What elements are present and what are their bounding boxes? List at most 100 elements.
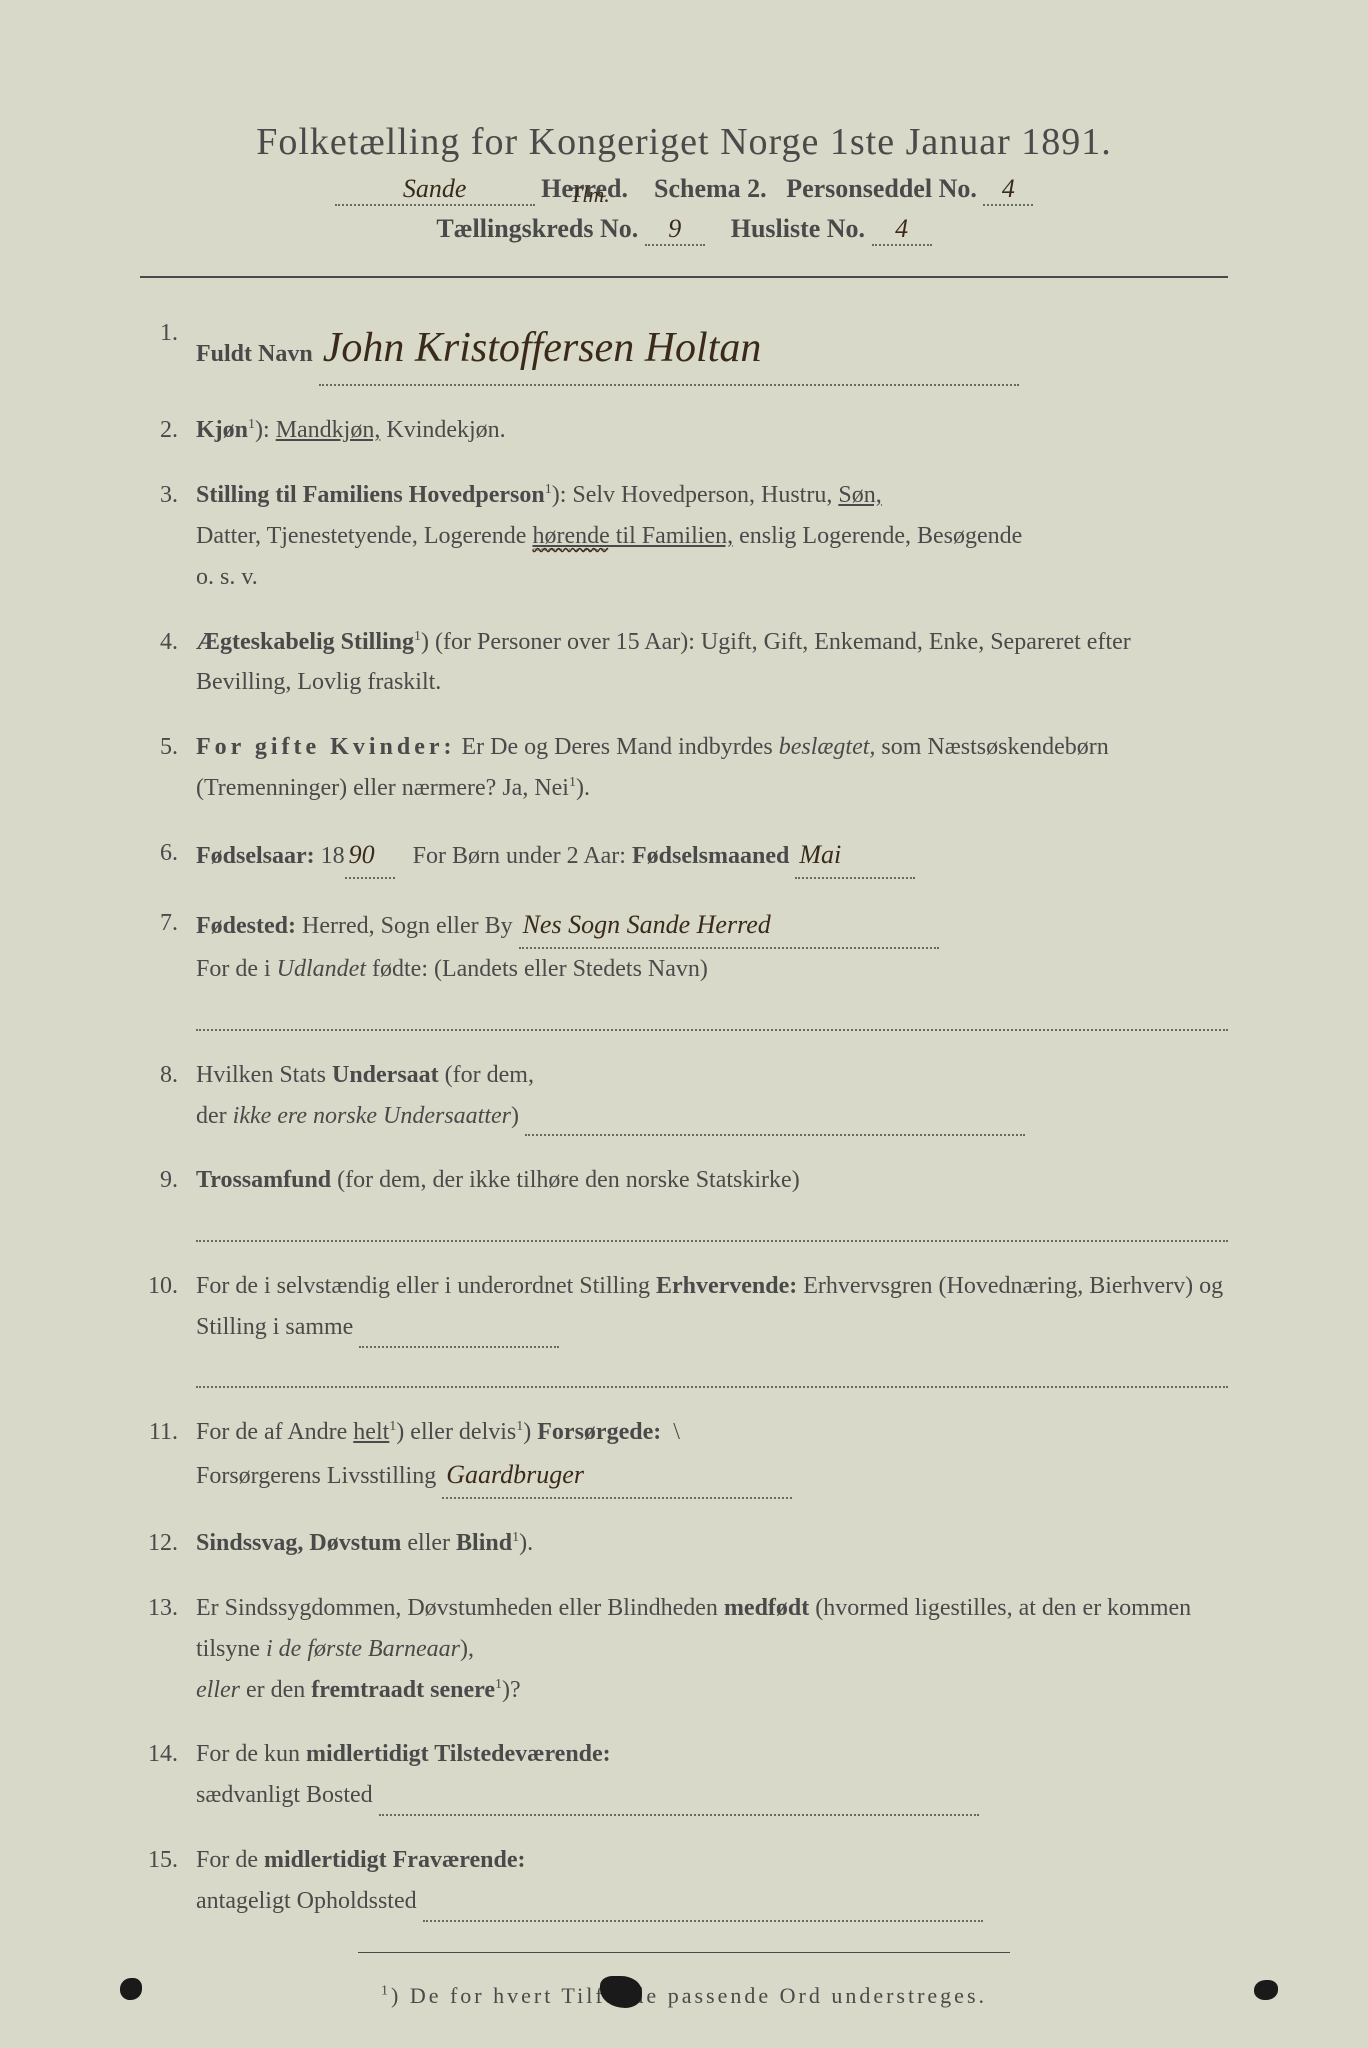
item-8-blank xyxy=(525,1118,1025,1136)
item-11-value: Gaardbruger xyxy=(446,1453,584,1497)
item-10-blank1 xyxy=(359,1330,559,1348)
ink-blot-3 xyxy=(1254,1980,1278,2000)
item-2: 2. Kjøn1): Mandkjøn, Kvindekjøn. xyxy=(140,410,1228,451)
item-13-label: medfødt xyxy=(724,1595,809,1621)
item-15-text1: For de xyxy=(196,1847,258,1873)
footnote-text: De for hvert Tilfælde passende Ord under… xyxy=(410,1983,987,2008)
item-15-label: midlertidigt Fraværende: xyxy=(264,1847,526,1873)
item-11-sup2: 1 xyxy=(516,1419,523,1434)
item-1: 1. Fuldt Navn John Kristoffersen Holtan xyxy=(140,313,1228,386)
item-6-text2: For Børn under 2 Aar: xyxy=(413,843,626,869)
item-3-num: 3. xyxy=(140,475,196,597)
item-12: 12. Sindssvag, Døvstum eller Blind1). xyxy=(140,1523,1228,1564)
item-5-sup: 1 xyxy=(569,775,576,790)
item-3: 3. Stilling til Familiens Hovedperson1):… xyxy=(140,475,1228,597)
item-13-italic1: i de første Barneaar xyxy=(266,1636,460,1662)
item-6-label2: Fødselsmaaned xyxy=(632,843,789,869)
item-9: 9. Trossamfund (for dem, der ikke tilhør… xyxy=(140,1160,1228,1242)
item-3-label: Stilling til Familiens Hovedperson xyxy=(196,482,545,508)
item-14-text2: sædvanligt Bosted xyxy=(196,1782,373,1808)
item-11-text3: Forsørgerens Livsstilling xyxy=(196,1463,436,1489)
item-12-sup: 1 xyxy=(512,1530,519,1545)
item-1-label: Fuldt Navn xyxy=(196,341,313,367)
item-3-son: Søn, xyxy=(838,482,881,508)
item-8-text2: (for dem, xyxy=(445,1062,534,1088)
item-6-prefix: 18 xyxy=(321,843,345,869)
item-5-text: Er De og Deres Mand indbyrdes xyxy=(462,734,773,760)
item-11: 11. For de af Andre helt1) eller delvis1… xyxy=(140,1412,1228,1499)
item-9-num: 9. xyxy=(140,1160,196,1242)
item-4: 4. Ægteskabelig Stilling1) (for Personer… xyxy=(140,622,1228,704)
item-2-label: Kjøn xyxy=(196,417,248,443)
divider-bottom xyxy=(358,1952,1011,1953)
item-15-blank xyxy=(423,1904,983,1922)
item-8-text1: Hvilken Stats xyxy=(196,1062,326,1088)
item-15-num: 15. xyxy=(140,1840,196,1922)
item-13-text4: er den xyxy=(246,1677,305,1703)
item-8-num: 8. xyxy=(140,1055,196,1137)
item-14-num: 14. xyxy=(140,1734,196,1816)
item-3-text2: Datter, Tjenestetyende, Logerende xyxy=(196,523,532,549)
item-2-opt1: Mandkjøn, xyxy=(276,417,381,443)
header-line-2: Sande Herred. Schema 2. Personseddel No.… xyxy=(140,174,1228,206)
herred-value: Sande xyxy=(403,174,467,204)
item-6-year: 90 xyxy=(349,833,375,877)
item-5-num: 5. xyxy=(140,727,196,809)
header-line-3: Tællingskreds No. 9 Husliste No. 4 xyxy=(140,214,1228,246)
item-9-blank xyxy=(196,1224,1228,1242)
item-13-label2: fremtraadt senere xyxy=(311,1677,495,1703)
item-7: 7. Fødested: Herred, Sogn eller By Nes S… xyxy=(140,903,1228,1031)
item-10-num: 10. xyxy=(140,1266,196,1388)
footnote: 1) De for hvert Tilfælde passende Ord un… xyxy=(140,1983,1228,2009)
item-6: 6. Fødselsaar: 1890 For Børn under 2 Aar… xyxy=(140,833,1228,879)
item-11-label: Forsørgede: xyxy=(537,1419,661,1445)
divider-top xyxy=(140,276,1228,278)
item-13-text3: ), xyxy=(460,1636,474,1662)
item-7-italic1: Udlandet xyxy=(277,956,366,982)
item-2-sup: 1 xyxy=(248,417,255,432)
item-11-text2: eller delvis xyxy=(410,1419,516,1445)
item-12-label2: Blind xyxy=(456,1530,512,1556)
item-8-italic1: ikke ere norske Undersaatter xyxy=(233,1103,511,1129)
item-3-text3: enslig Logerende, Besøgende xyxy=(739,523,1022,549)
item-15-text2: antageligt Opholdssted xyxy=(196,1888,417,1914)
census-title: Folketælling for Kongeriget Norge 1ste J… xyxy=(140,120,1228,164)
item-12-num: 12. xyxy=(140,1523,196,1564)
item-6-month: Mai xyxy=(799,833,841,877)
item-3-sup: 1 xyxy=(545,482,552,497)
item-7-text3: fødte: (Landets eller Stedets Navn) xyxy=(372,956,708,982)
footnote-sup: 1 xyxy=(381,1983,391,1998)
item-4-num: 4. xyxy=(140,622,196,704)
item-7-blank-line xyxy=(196,1013,1228,1031)
item-7-text: Herred, Sogn eller By xyxy=(302,913,513,939)
item-1-num: 1. xyxy=(140,313,196,386)
item-14-blank xyxy=(379,1798,979,1816)
item-6-label: Fødselsaar: xyxy=(196,843,315,869)
ink-blot-1 xyxy=(120,1978,142,2000)
item-10-text1: For de i selvstændig eller i underordnet… xyxy=(196,1273,650,1299)
tlm-annotation: Tlm. xyxy=(570,182,610,208)
item-13-italic2: eller xyxy=(196,1677,240,1703)
item-13-sup: 1 xyxy=(495,1677,502,1692)
item-4-sup: 1 xyxy=(414,629,421,644)
item-6-num: 6. xyxy=(140,833,196,879)
item-5-italic1: beslægtet, xyxy=(779,734,876,760)
item-8-text3: der xyxy=(196,1103,227,1129)
item-14-text1: For de kun xyxy=(196,1741,300,1767)
item-11-text1: For de af Andre xyxy=(196,1419,347,1445)
husliste-label: Husliste No. xyxy=(731,214,865,243)
item-3-text4: o. s. v. xyxy=(196,564,258,590)
item-12-text: eller xyxy=(407,1530,450,1556)
item-13: 13. Er Sindssygdommen, Døvstumheden elle… xyxy=(140,1588,1228,1710)
item-5: 5. For gifte Kvinder: Er De og Deres Man… xyxy=(140,727,1228,809)
schema-label: Schema 2. xyxy=(654,174,767,203)
taellingskreds-value: 9 xyxy=(668,214,681,244)
item-10: 10. For de i selvstændig eller i underor… xyxy=(140,1266,1228,1388)
item-1-value: John Kristoffersen Holtan xyxy=(323,313,762,384)
item-13-text1: Er Sindssygdommen, Døvstumheden eller Bl… xyxy=(196,1595,718,1621)
item-9-text: (for dem, der ikke tilhøre den norske St… xyxy=(337,1167,800,1193)
item-12-label: Sindssvag, Døvstum xyxy=(196,1530,401,1556)
item-10-label: Erhvervende: xyxy=(656,1273,797,1299)
personseddel-value: 4 xyxy=(1002,174,1015,204)
item-7-value: Nes Sogn Sande Herred xyxy=(523,903,771,947)
